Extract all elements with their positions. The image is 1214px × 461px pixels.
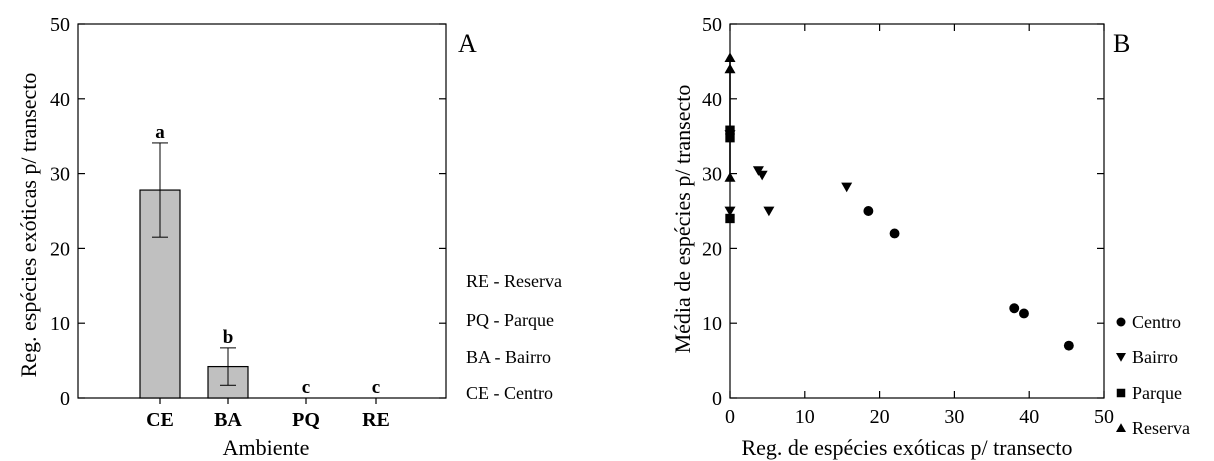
point-parque-1: [725, 125, 735, 135]
point-bairro-5: [763, 206, 775, 217]
point-reserva-1: [724, 52, 736, 63]
y-tick-label-30: 30: [50, 164, 70, 186]
plot-frame: [729, 23, 1105, 399]
significance-label-pq: c: [302, 377, 310, 398]
y-tick-label-20: 20: [50, 238, 70, 260]
legend-label-centro: Centro: [1132, 312, 1181, 332]
legend-marker-parque: [1116, 388, 1126, 398]
y-tick-label-0: 0: [60, 388, 70, 410]
point-centro-2: [889, 228, 900, 239]
y-tick-label-40: 40: [50, 89, 70, 111]
y-tick-label-50: 50: [50, 14, 70, 36]
point-centro-3: [1009, 303, 1020, 314]
point-reserva-3: [724, 172, 736, 182]
significance-label-ba: b: [223, 327, 234, 348]
y-tick-label-30: 30: [702, 164, 722, 186]
y-axis-label: Reg. espécies exóticas p/ transecto: [16, 73, 41, 378]
panel-label-a: A: [458, 29, 477, 58]
y-tick-label-10: 10: [702, 313, 722, 335]
plot-frame: [77, 23, 447, 399]
y-tick-label-20: 20: [702, 238, 722, 260]
chart-panel-a: 0 10 20 30 40 50 CE a BA b PQ c RE c Ambiente Reg. espé…: [16, 14, 562, 460]
x-tick-label-ce: CE: [146, 409, 174, 431]
legend-marker-bairro: [1116, 353, 1126, 362]
y-tick-label-10: 10: [50, 313, 70, 335]
x-tick-label-30: 30: [944, 406, 964, 428]
point-parque-2: [725, 133, 735, 143]
legend-entry-4: CE - Centro: [466, 383, 553, 403]
x-tick-label-pq: PQ: [292, 409, 320, 431]
point-centro-5: [1063, 340, 1074, 351]
bar-ce: [139, 189, 181, 399]
significance-label-re: c: [372, 377, 380, 398]
legend-entry-1: RE - Reserva: [466, 271, 562, 291]
chart-panel-b: 0 10 20 30 40 50 0 10 20 30 40 50 Reg. de espécies e…: [670, 14, 1190, 460]
point-bairro-2: [724, 206, 736, 217]
significance-label-ce: a: [155, 122, 165, 143]
x-tick-label-ba: BA: [214, 409, 242, 431]
legend-marker-reserva: [1116, 423, 1126, 432]
point-parque-3: [725, 213, 735, 224]
x-tick-label-re: RE: [362, 409, 390, 431]
panel-label-b: B: [1113, 29, 1130, 58]
x-tick-label-20: 20: [870, 406, 890, 428]
x-tick-label-50: 50: [1094, 406, 1114, 428]
x-axis-label: Reg. de espécies exóticas p/ transecto: [741, 435, 1072, 460]
legend-entry-2: PQ - Parque: [466, 310, 554, 330]
y-axis-label: Média de espécies p/ transecto: [670, 85, 695, 354]
point-bairro-4: [756, 170, 768, 181]
y-tick-label-50: 50: [702, 14, 722, 36]
legend-label-reserva: Reserva: [1132, 418, 1190, 438]
point-centro-4: [1019, 308, 1029, 319]
legend-marker-centro: [1116, 317, 1126, 327]
x-tick-label-0: 0: [725, 406, 735, 428]
legend-label-bairro: Bairro: [1132, 347, 1178, 367]
point-reserva-2: [724, 63, 736, 74]
x-tick-label-40: 40: [1019, 406, 1039, 428]
y-tick-label-40: 40: [702, 89, 722, 111]
y-tick-label-0: 0: [712, 388, 722, 410]
x-axis-label: Ambiente: [223, 435, 310, 460]
x-tick-label-10: 10: [795, 406, 815, 428]
point-bairro-6: [841, 182, 853, 193]
legend-label-parque: Parque: [1132, 383, 1182, 403]
point-centro-1: [863, 206, 874, 216]
legend-entry-3: BA - Bairro: [466, 347, 551, 367]
